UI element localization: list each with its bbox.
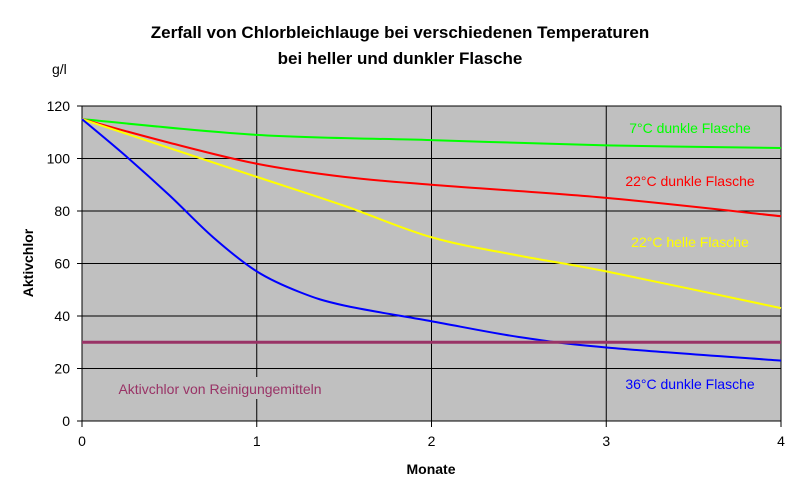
label-background [104,377,336,399]
y-tick-label: 80 [54,203,70,219]
x-tick-label: 4 [777,433,785,449]
y-tick-label: 120 [47,98,71,114]
x-tick-label: 1 [253,433,261,449]
series-label-0: 7°C dunkle Flasche [629,120,751,136]
x-tick-label: 3 [602,433,610,449]
series-label-4: Aktivchlor von Reinigungemitteln [118,381,321,397]
y-tick-label: 20 [54,361,70,377]
x-tick-label: 2 [428,433,436,449]
series-label-2: 22°C helle Flasche [631,234,749,250]
series-label-3: 36°C dunkle Flasche [625,376,755,392]
y-tick-label: 100 [47,151,71,167]
chart-title-line-1: Zerfall von Chlorbleichlauge bei verschi… [151,23,650,42]
series-line-0 [81,118,782,149]
y-tick-label: 40 [54,308,70,324]
y-axis-label: Aktivchlor [20,228,36,297]
x-tick-label: 0 [78,433,86,449]
series-line-1 [81,118,782,218]
series-label-1: 22°C dunkle Flasche [625,173,755,189]
chart-title-line-2: bei heller und dunkler Flasche [278,49,523,68]
y-tick-label: 60 [54,256,70,272]
x-axis-label: Monate [407,461,456,477]
y-unit-label: g/l [52,61,67,77]
series-line-2 [81,118,782,310]
y-tick-label: 0 [62,413,70,429]
series-line-3 [81,118,782,362]
